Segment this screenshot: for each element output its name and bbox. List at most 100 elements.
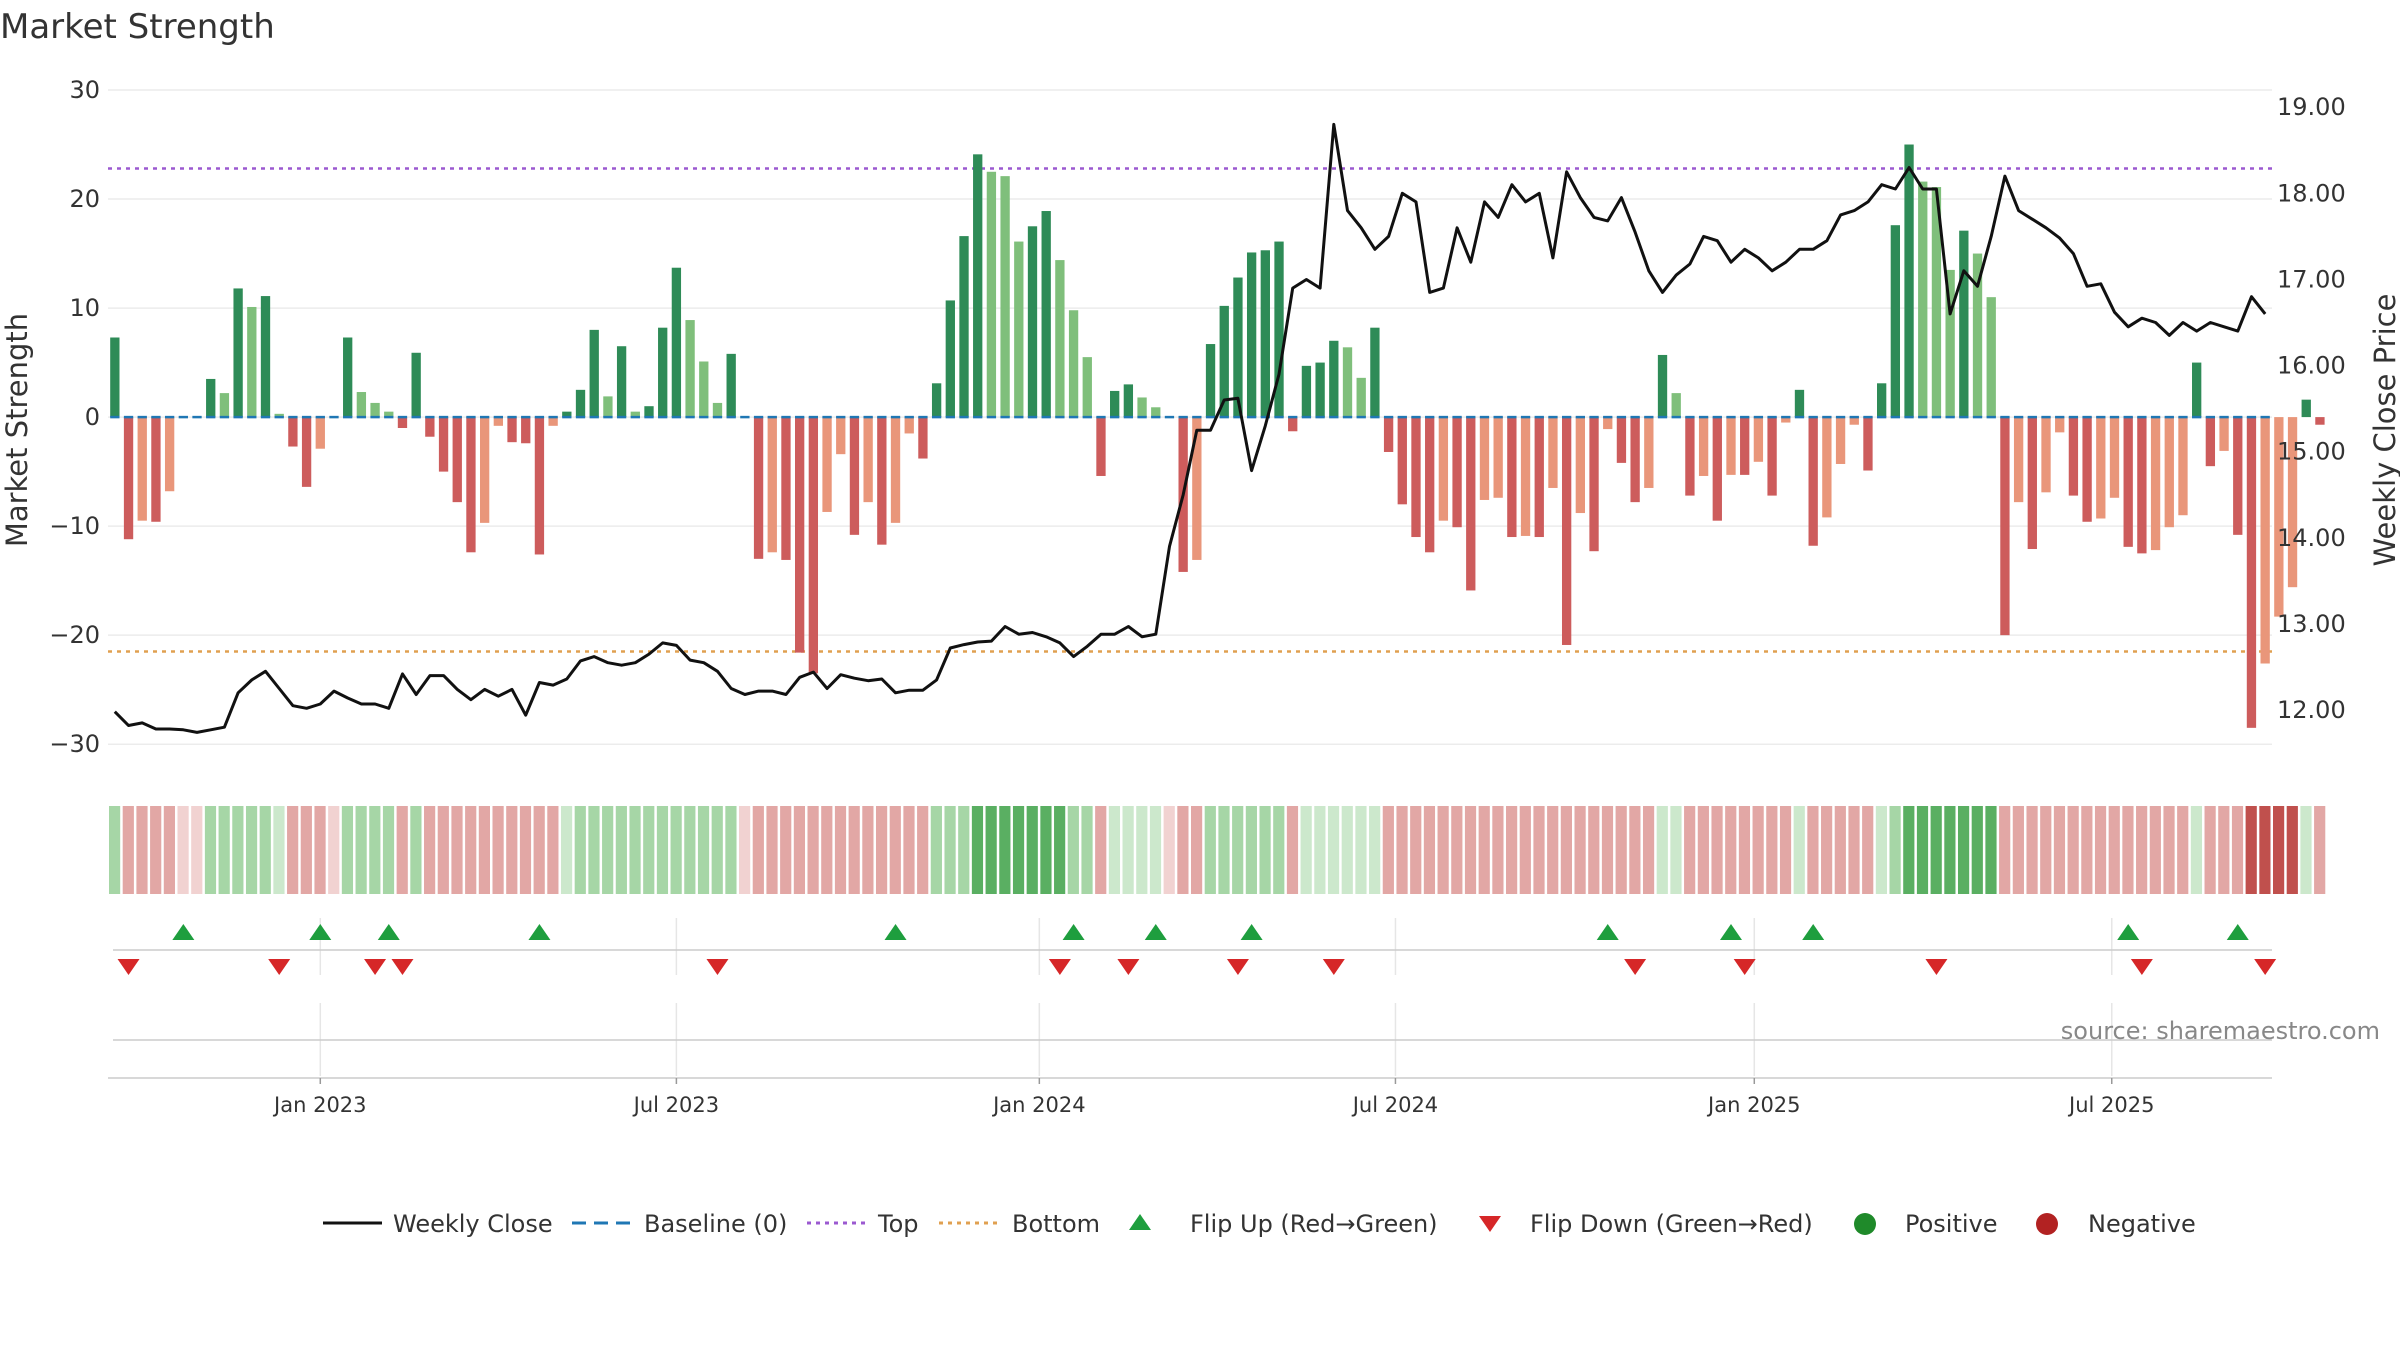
heat-band-cell	[1136, 806, 1148, 894]
legend-flip-down: Flip Down (Green→Red)	[1530, 1210, 1813, 1238]
strength-bar	[1479, 417, 1490, 500]
heat-band-cell	[2067, 806, 2079, 894]
flip-up-marker	[1144, 924, 1167, 940]
strength-bar	[2233, 417, 2243, 535]
flip-up-marker	[1062, 924, 1085, 940]
strength-bar	[1466, 417, 1476, 591]
strength-bar	[123, 417, 134, 540]
strength-bar	[2287, 417, 2298, 588]
y-left-tick-label: 0	[85, 403, 100, 431]
strength-bar	[1534, 417, 1544, 538]
strength-bar	[1767, 417, 1777, 496]
heat-band-cell	[136, 806, 148, 894]
heat-band-cell	[615, 806, 627, 894]
strength-bar	[479, 417, 490, 523]
heat-band-cell	[1177, 806, 1189, 894]
strength-bar	[822, 417, 832, 512]
strength-bar	[219, 393, 230, 418]
strength-bar	[726, 353, 736, 418]
strength-bar	[890, 417, 901, 523]
strength-bar	[2027, 417, 2037, 550]
strength-bar	[1822, 417, 1832, 518]
heat-band-cell	[643, 806, 655, 894]
heat-band-cell	[1889, 806, 1901, 894]
strength-bar	[548, 417, 558, 426]
strength-bar	[260, 296, 271, 418]
strength-bar	[836, 417, 846, 455]
heat-band-cell	[862, 806, 874, 894]
heat-band-cell	[1067, 806, 1079, 894]
flip-up-marker	[884, 924, 907, 940]
weekly-close-series	[113, 122, 2267, 734]
strength-bar	[1274, 241, 1284, 418]
heat-band-cell	[1834, 806, 1846, 894]
heat-band-cell	[2122, 806, 2134, 894]
heat-band-cell	[177, 806, 189, 894]
strength-bar	[493, 417, 503, 426]
strength-bar	[1041, 211, 1051, 418]
heat-band-cell	[1807, 806, 1819, 894]
y-left-tick-label: −10	[49, 512, 100, 540]
strength-bar	[1246, 252, 1257, 418]
strength-bar	[1589, 417, 1599, 552]
strength-bar	[1260, 250, 1270, 418]
legend-flip-up: Flip Up (Red→Green)	[1190, 1210, 1438, 1238]
strength-bar	[1096, 417, 1106, 476]
x-tick-label: Jan 2025	[1706, 1093, 1801, 1117]
strength-bar	[1493, 417, 1503, 498]
heat-band-cell	[944, 806, 956, 894]
heat-band-cell	[1396, 806, 1408, 894]
heat-band-cell	[1903, 806, 1915, 894]
legend-bottom: Bottom	[1012, 1210, 1100, 1238]
strength-bar	[2137, 417, 2147, 554]
heat-band-cell	[1642, 806, 1655, 894]
heat-band-cell	[1273, 806, 1285, 894]
heat-band-cell	[670, 806, 682, 894]
strength-bar	[301, 417, 312, 487]
flip-up-marker	[528, 924, 551, 940]
strength-bar	[1082, 357, 1092, 418]
strength-bar	[2000, 417, 2010, 636]
strength-bar	[1863, 417, 1873, 471]
y-axis-left-ticks: 30 20 10 0 −10 −20 −30	[49, 76, 100, 758]
strength-bar	[1233, 277, 1243, 418]
heat-band-cell	[218, 806, 230, 894]
strength-bar	[685, 320, 695, 418]
strength-bar	[1411, 417, 1421, 538]
heat-band-cell	[971, 806, 984, 894]
heat-band-cell	[465, 806, 477, 894]
y-right-tick-label: 14.00	[2277, 524, 2346, 552]
heat-band-cell	[1191, 806, 1203, 894]
heat-band-cell	[1957, 806, 1970, 894]
legend-weekly-close: Weekly Close	[393, 1210, 553, 1238]
strength-bar	[918, 417, 928, 459]
heat-band-cell	[1779, 806, 1792, 894]
heat-band-cell	[834, 806, 847, 894]
strength-bar	[1027, 226, 1038, 418]
strength-bar	[1781, 417, 1791, 423]
heat-band-cell	[958, 806, 970, 894]
strength-bar	[2178, 417, 2188, 516]
heat-band-cell	[369, 806, 381, 894]
strength-bar	[1657, 354, 1668, 418]
flip-up-marker	[172, 924, 195, 940]
strength-bar	[1890, 225, 1901, 418]
strength-bar	[1959, 230, 1969, 418]
strength-bar	[1972, 253, 1983, 418]
strength-bar	[877, 417, 887, 545]
heat-band-cell	[492, 806, 504, 894]
heat-band-cell	[985, 806, 997, 894]
strength-bar	[384, 411, 394, 418]
heat-band-cell	[2231, 806, 2244, 894]
strength-bar	[1877, 383, 1887, 418]
heat-band-cell	[2053, 806, 2066, 894]
strength-bar	[1397, 417, 1407, 505]
heat-band-cell	[2094, 806, 2107, 894]
strength-bar	[795, 417, 805, 653]
strength-bar	[1918, 181, 1928, 418]
strength-bar	[1205, 344, 1216, 418]
heat-band-cell	[1738, 806, 1751, 894]
strength-bar	[1329, 340, 1339, 418]
heat-band-cell	[1519, 806, 1531, 894]
x-tick-label: Jan 2023	[272, 1093, 367, 1117]
